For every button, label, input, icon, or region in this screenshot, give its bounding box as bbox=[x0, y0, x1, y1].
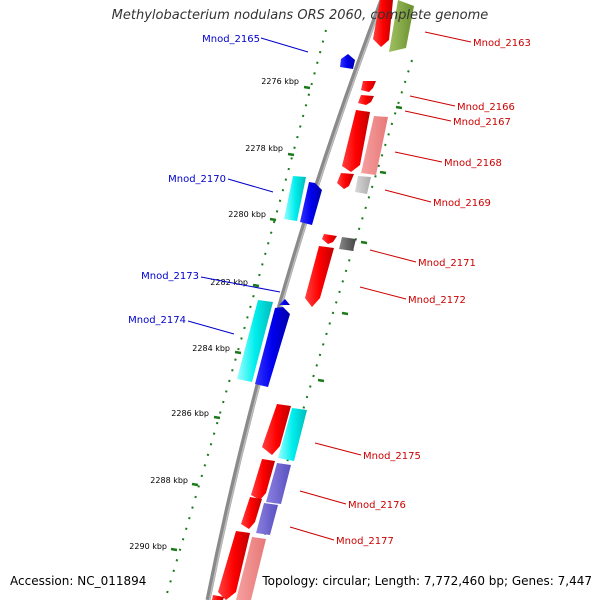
gene-mnod-2169-a[interactable] bbox=[337, 173, 354, 189]
gene-mnod-2175-a[interactable] bbox=[262, 404, 291, 455]
label-mnod-2176[interactable]: Mnod_2176 bbox=[348, 500, 406, 511]
label-mnod-2169[interactable]: Mnod_2169 bbox=[433, 198, 491, 209]
gene-mnod-2177-a[interactable] bbox=[241, 497, 262, 529]
gene-mnod-2163-a[interactable] bbox=[373, 0, 393, 47]
label-mnod-2175[interactable]: Mnod_2175 bbox=[363, 451, 421, 462]
label-mnod-2174[interactable]: Mnod_2174 bbox=[128, 315, 186, 326]
genome-summary-text: Topology: circular; Length: 7,772,460 bp… bbox=[262, 574, 592, 588]
kbp-label-2278: 2278 kbp bbox=[245, 144, 283, 153]
label-mnod-2167[interactable]: Mnod_2167 bbox=[453, 117, 511, 128]
gene-mnod-2167-feature[interactable] bbox=[358, 95, 374, 105]
gene-mnod-2176-b[interactable] bbox=[266, 463, 291, 504]
label-mnod-2165[interactable]: Mnod_2165 bbox=[202, 34, 260, 45]
gene-mnod-2166-feature[interactable] bbox=[361, 81, 376, 92]
gene-red-lower-a[interactable] bbox=[218, 531, 250, 600]
gene-mnod-2171-b[interactable] bbox=[339, 237, 356, 251]
accession-text: Accession: NC_011894 bbox=[10, 574, 147, 588]
label-mnod-2171[interactable]: Mnod_2171 bbox=[418, 258, 476, 269]
gene-mnod-2173-feature[interactable] bbox=[279, 299, 290, 305]
kbp-label-2276: 2276 kbp bbox=[261, 77, 299, 86]
label-mnod-2177[interactable]: Mnod_2177 bbox=[336, 536, 394, 547]
label-mnod-2170[interactable]: Mnod_2170 bbox=[168, 174, 226, 185]
leader-lines-left bbox=[187, 37, 309, 335]
leader-lines-right bbox=[289, 31, 472, 541]
gene-mnod-2177-b[interactable] bbox=[256, 503, 278, 535]
gene-mnod-2175-b[interactable] bbox=[278, 408, 307, 461]
genome-backbone bbox=[205, 0, 385, 600]
gene-mnod-2174-b[interactable] bbox=[255, 307, 290, 387]
kbp-tick-marks bbox=[170, 85, 403, 552]
gene-mnod-2169-b[interactable] bbox=[355, 176, 371, 194]
map-title: Methylobacterium nodulans ORS 2060, comp… bbox=[111, 8, 489, 23]
label-mnod-2172[interactable]: Mnod_2172 bbox=[408, 295, 466, 306]
gene-pink-lower-b[interactable] bbox=[236, 537, 266, 600]
gene-mnod-2170-b[interactable] bbox=[300, 182, 322, 225]
gene-mnod-2176-a[interactable] bbox=[251, 459, 275, 500]
label-mnod-2168[interactable]: Mnod_2168 bbox=[444, 158, 502, 169]
gene-mnod-2165-feature[interactable] bbox=[340, 54, 355, 69]
kbp-label-2280: 2280 kbp bbox=[228, 210, 266, 219]
gene-mnod-2168-b[interactable] bbox=[361, 116, 388, 175]
outer-tick-ring bbox=[164, 29, 327, 600]
gene-mnod-2174-a[interactable] bbox=[237, 300, 273, 382]
genome-backbone-highlight bbox=[208, 0, 385, 600]
gene-mnod-2172-feature[interactable] bbox=[305, 246, 334, 307]
gene-mnod-2163-b[interactable] bbox=[389, 0, 414, 52]
label-mnod-2166[interactable]: Mnod_2166 bbox=[457, 102, 515, 113]
kbp-label-2284: 2284 kbp bbox=[192, 344, 230, 353]
label-mnod-2163[interactable]: Mnod_2163 bbox=[473, 38, 531, 49]
gene-red-bottom[interactable] bbox=[212, 595, 224, 600]
gene-mnod-2168-a[interactable] bbox=[342, 110, 370, 172]
gene-mnod-2171-a[interactable] bbox=[322, 234, 337, 244]
kbp-label-2288: 2288 kbp bbox=[150, 476, 188, 485]
gene-mnod-2170-a[interactable] bbox=[284, 176, 306, 221]
kbp-label-2290: 2290 kbp bbox=[129, 542, 167, 551]
kbp-label-2286: 2286 kbp bbox=[171, 409, 209, 418]
label-mnod-2173[interactable]: Mnod_2173 bbox=[141, 271, 199, 282]
